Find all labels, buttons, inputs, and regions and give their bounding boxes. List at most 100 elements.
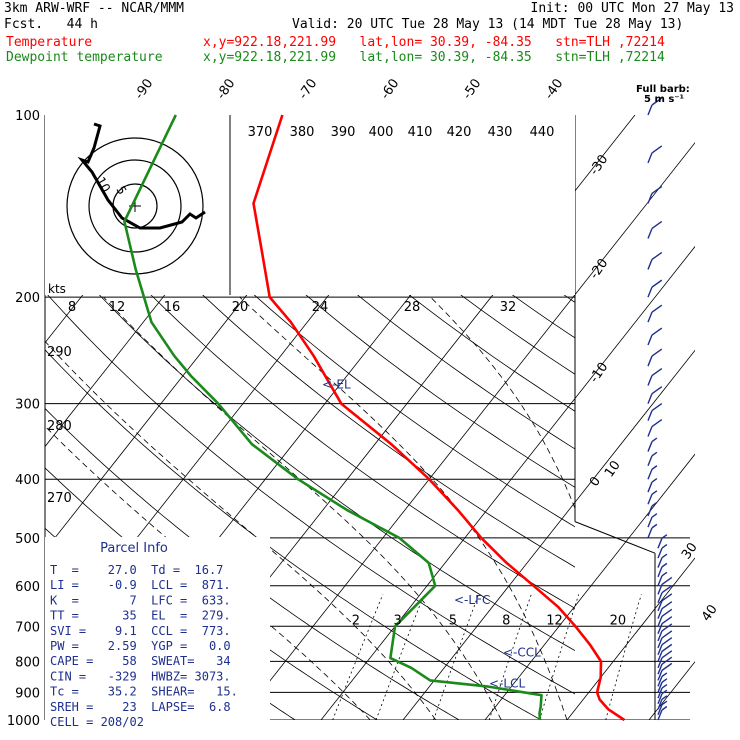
wind-barb-staff	[657, 623, 663, 634]
temperature-location: x,y=922.18,221.99 lat,lon= 30.39, -84.35…	[203, 35, 665, 50]
wind-barb-flag	[651, 465, 658, 470]
hodograph-speed-label: 12	[109, 300, 126, 315]
wind-barb-flag	[651, 367, 663, 377]
wind-barb-flag	[651, 501, 658, 507]
wind-barb-staff	[657, 537, 663, 549]
wind-barb-staff	[657, 637, 663, 649]
parcel-row: CIN = -329 HWBZ= 3073.	[50, 669, 231, 683]
wind-barb-staff	[647, 152, 653, 164]
isotherm	[731, 115, 740, 720]
mixing-ratio-line	[488, 594, 532, 720]
wind-barb-staff	[657, 608, 663, 619]
wind-barb-staff	[657, 557, 663, 568]
hodograph-ring-label: 10	[93, 175, 113, 195]
mixing-ratio-label: 12	[546, 613, 563, 628]
wind-barb-staff	[647, 286, 653, 298]
wind-barb-staff	[647, 228, 653, 239]
init-time: Init: 00 UTC Mon 27 May 13	[530, 1, 735, 16]
wind-barb-flag	[661, 684, 668, 689]
pressure-tick-label: 900	[15, 686, 40, 701]
wind-barb-flag	[651, 451, 658, 457]
wind-barb-staff	[647, 494, 653, 505]
isotherm	[648, 661, 695, 720]
wind-barb-flag	[651, 251, 663, 261]
temperature-tick-label: -50	[460, 76, 484, 102]
wind-barb-flag	[651, 348, 663, 357]
dry-adiabat	[45, 233, 575, 652]
temperature-tick-label: -60	[378, 76, 402, 102]
pressure-tick-label: 1000	[7, 714, 40, 729]
wind-barb-staff	[657, 651, 663, 662]
temperature-tick-label: 30	[679, 540, 701, 562]
dry-adiabat	[45, 118, 575, 568]
isotherm	[566, 557, 695, 720]
wind-barb-flag	[651, 418, 663, 428]
wind-barbs	[647, 97, 673, 721]
wind-barb-flag	[651, 403, 663, 412]
wind-barb-flag	[661, 700, 668, 706]
level-annotation: <-EL	[322, 378, 351, 392]
pressure-tick-label: 600	[15, 580, 40, 595]
wind-barb-flag	[661, 662, 673, 671]
wind-barb-staff	[657, 657, 663, 669]
wind-barb-flag	[651, 97, 663, 106]
temperature-tick-label: -40	[542, 76, 566, 102]
wind-barb-flag	[651, 304, 663, 313]
pressure-tick-label: 300	[15, 398, 40, 413]
hodograph-units: kts	[48, 282, 66, 296]
wind-barb-flag	[651, 437, 658, 443]
temperature-tick-label: 10	[602, 458, 624, 480]
dry-adiabat	[636, 115, 740, 733]
pressure-tick-label: 200	[15, 291, 40, 306]
hodograph-speed-label: 28	[404, 300, 421, 315]
theta-tick-label: 290	[47, 345, 72, 360]
mixing-ratio-label: 20	[610, 613, 627, 628]
wind-barb-flag	[651, 145, 663, 154]
theta-e-tick-label: 440	[530, 125, 555, 140]
parcel-row: LI = -0.9 LCL = 871.	[50, 578, 231, 592]
isotherm	[402, 349, 695, 720]
pressure-tick-label: 800	[15, 655, 40, 670]
parcel-panel-bg	[45, 537, 270, 720]
model-title: 3km ARW-WRF -- NCAR/MMM	[4, 1, 185, 16]
dry-adiabat	[45, 291, 575, 695]
theta-tick-label: 270	[47, 491, 72, 506]
mixing-ratio-label: 2	[352, 613, 360, 628]
temperature-tick-label: -30	[587, 152, 611, 178]
wind-barb-staff	[657, 693, 663, 705]
theta-e-tick-label: 370	[248, 125, 273, 140]
wind-barb-staff	[657, 699, 663, 710]
wind-barb-staff	[657, 547, 663, 559]
profiles: <-EL <-LFC <-CCL <-LCL	[123, 114, 626, 722]
parcel-row: T = 27.0 Td = 16.7	[50, 563, 223, 577]
wind-barb-flag	[661, 544, 668, 549]
wind-barb-flag	[661, 689, 668, 695]
wind-barb-staff	[657, 600, 663, 612]
pressure-tick-label: 400	[15, 473, 40, 488]
mixing-ratio-label: 8	[502, 613, 510, 628]
dry-adiabat	[594, 115, 740, 733]
isotherm	[484, 453, 695, 720]
pressure-tick-label: 100	[15, 109, 40, 124]
wind-barb-staff	[647, 527, 653, 539]
wind-barb-staff	[647, 505, 653, 517]
temperature-profile	[252, 114, 626, 722]
wind-barb-flag	[661, 672, 668, 677]
wind-barb-staff	[657, 704, 663, 715]
parcel-title: Parcel Info	[100, 541, 168, 556]
wind-barb-flag	[651, 490, 658, 495]
wind-barb-staff	[647, 193, 653, 204]
wind-barb-staff	[647, 259, 653, 270]
theta-tick-label: 280	[47, 419, 72, 434]
parcel-info-panel: Parcel Info T = 27.0 Td = 16.7LI = -0.9 L…	[45, 537, 270, 729]
hodograph-speed-label: 24	[312, 300, 329, 315]
wind-barb-flag	[661, 656, 673, 665]
wind-barb-flag	[661, 601, 673, 610]
mixing-ratio-line	[433, 594, 479, 720]
parcel-row: CAPE = 58 SWEAT= 34	[50, 654, 231, 668]
dewpoint-legend: Dewpoint temperature	[6, 50, 163, 65]
wind-barb-staff	[647, 334, 653, 346]
valid-time: Valid: 20 UTC Tue 28 May 13 (14 MDT Tue …	[292, 17, 684, 32]
theta-e-tick-label: 420	[447, 125, 472, 140]
wind-barb-flag	[651, 327, 663, 336]
